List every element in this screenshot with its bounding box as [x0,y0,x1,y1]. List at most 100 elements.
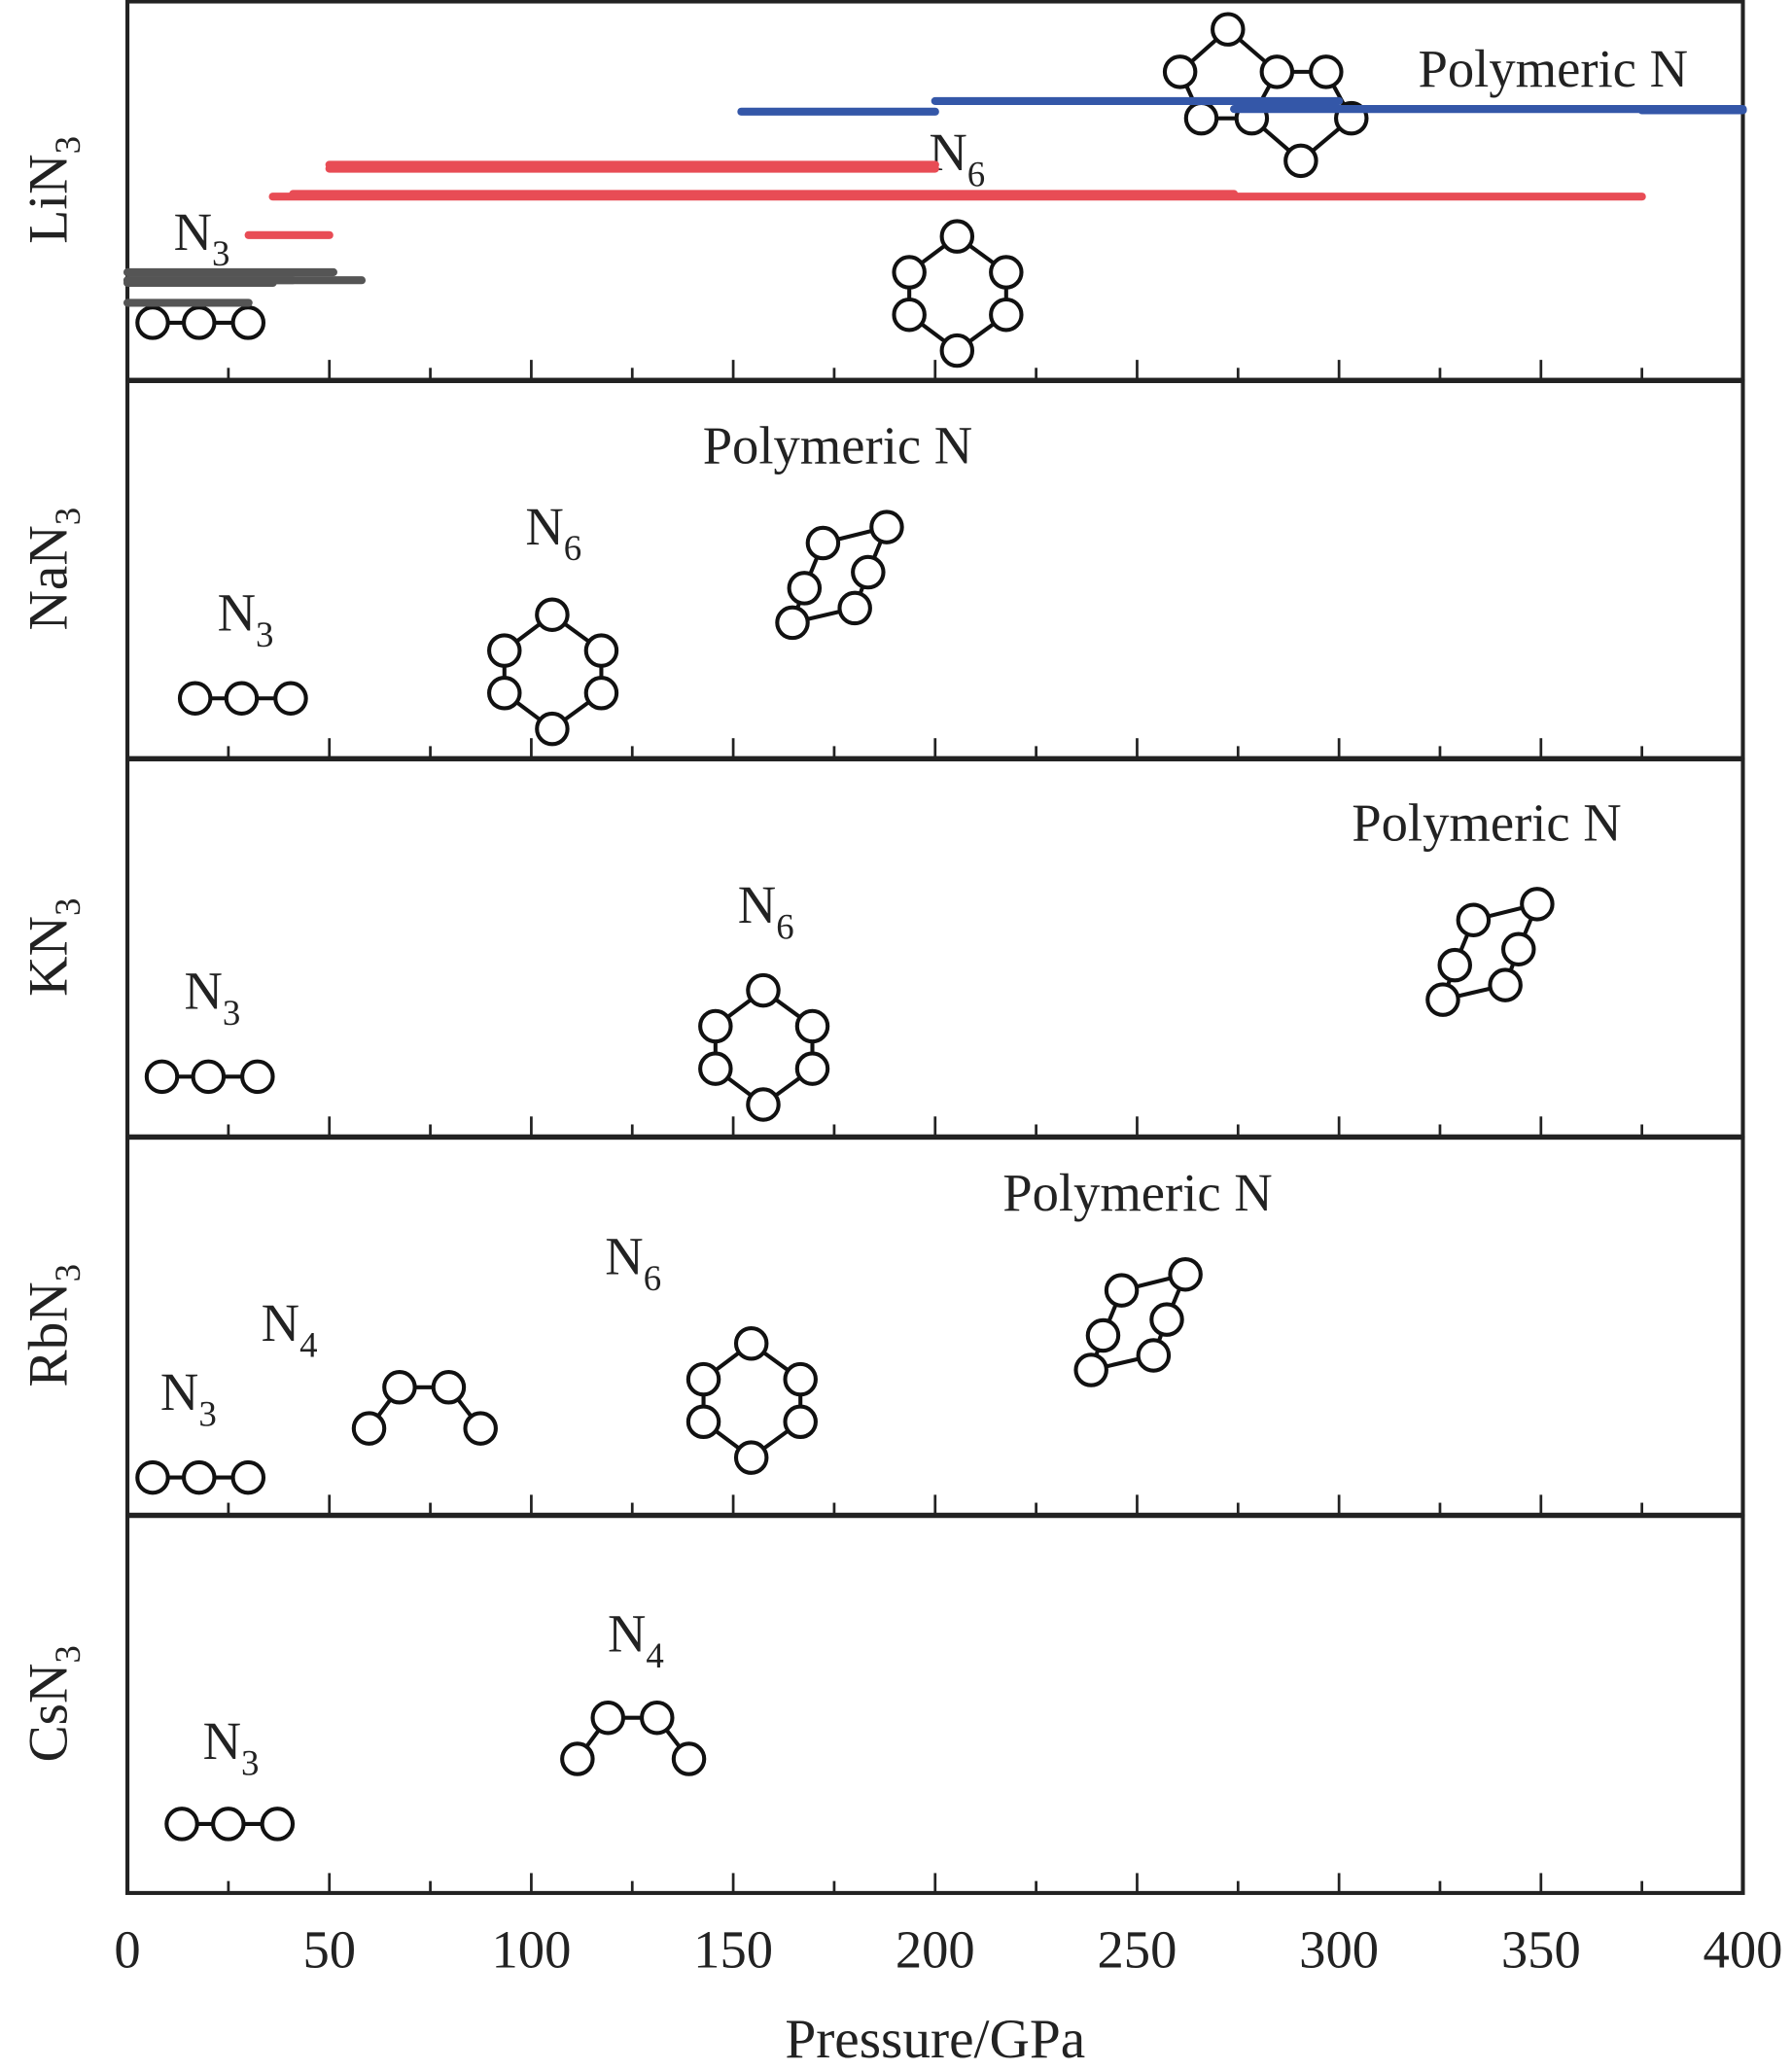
compound-label-RbN: RbN3 [18,1264,88,1387]
compound-name: CsN [18,1664,79,1763]
atom [775,605,810,641]
atom [240,1059,275,1095]
phase-label-subscript: 4 [646,1635,663,1675]
atom [535,711,570,747]
atom [560,1741,595,1776]
atom [685,1404,721,1440]
atom [583,633,619,668]
phase-label-subscript: 3 [241,1742,259,1782]
phase-label-text: Polymeric N [1002,1163,1272,1222]
phase-label: N4 [608,1603,664,1674]
atom [1501,931,1536,967]
atom [1073,1352,1108,1387]
phase-label-text: N [218,583,256,643]
atom [733,1440,769,1475]
atom [1211,12,1246,47]
ladder-molecule-icon [1425,887,1555,1017]
x-tick-label: 400 [1704,1919,1783,1979]
n6-molecule-icon [892,219,1024,369]
phase-label-text: N [160,1362,198,1422]
x-tick-label: 0 [114,1919,140,1979]
atom [1309,54,1344,89]
atom [989,297,1024,333]
atom [535,597,570,632]
ladder-molecule-icon [775,509,904,641]
atom [230,1459,266,1495]
atom [1136,1338,1172,1373]
atom [487,676,522,711]
atom [1425,982,1460,1017]
atom [463,1411,498,1446]
atom [1520,887,1555,922]
x-tick-label: 350 [1501,1919,1581,1979]
compound-name: RbN [18,1281,79,1387]
phase-label-text: N [174,202,212,262]
phase-label-text: N [738,875,776,934]
atom [1162,54,1198,89]
x-tick-label: 300 [1299,1919,1379,1979]
atom [382,1370,417,1405]
compound-label-CsN: CsN3 [18,1645,88,1762]
phase-label-subscript: 6 [564,528,581,568]
atom [746,1087,781,1122]
atom [182,1459,217,1495]
atom [431,1370,467,1405]
phase-label-text: Polymeric N [703,416,972,475]
panel-frame-3 [125,1136,1745,1517]
n3-molecule-icon [164,1807,296,1842]
phase-label-subscript: 4 [299,1324,317,1364]
atom [783,1361,818,1397]
atom [164,1807,199,1842]
atom [794,1008,830,1044]
phase-label: N6 [738,875,794,946]
phase-label-text: N [608,1603,646,1663]
atom [260,1807,296,1842]
atom [224,681,260,716]
phase-label: N3 [184,962,240,1033]
phase-label-subscript: 3 [212,233,229,273]
atom [351,1411,387,1446]
compound-subscript: 3 [48,1645,88,1663]
phase-label: N3 [174,202,230,273]
phase-label-text: N [605,1227,643,1286]
n3-molecule-icon [135,305,266,340]
atom [869,509,904,544]
compound-subscript: 3 [48,898,88,916]
atom [177,681,213,716]
phase-label: Polymeric N [1352,792,1621,852]
phase-label: N3 [203,1711,260,1782]
compound-subscript: 3 [48,508,88,525]
atom [182,305,217,340]
x-tick-label: 150 [693,1919,773,1979]
compound-subscript: 3 [48,136,88,154]
atom [939,333,975,369]
x-tick-label: 250 [1098,1919,1177,1979]
phase-label-subscript: 3 [223,993,240,1033]
atom [805,525,841,561]
compound-name: NaN [18,525,79,630]
ladder-molecule-icon [1073,1256,1203,1387]
atom [1104,1273,1140,1308]
phase-label-text: N [203,1711,241,1771]
phase-label-text: N [262,1293,299,1352]
phase-label-subscript: 6 [644,1258,661,1298]
atom [1437,947,1472,983]
phase-label: N3 [160,1362,217,1433]
atom [144,1059,180,1095]
n6-molecule-icon [685,1325,818,1475]
atom [794,1051,830,1086]
atom [211,1807,246,1842]
phase-label: Polymeric N [1002,1163,1272,1222]
atom [273,681,308,716]
compound-name: KN [18,916,79,997]
phase-label: N6 [929,123,985,193]
x-tick-label: 200 [896,1919,975,1979]
compound-name: LiN [18,154,79,243]
atom [685,1361,721,1397]
atom [1183,100,1219,136]
n4-molecule-icon [560,1700,707,1776]
atom [1259,54,1295,89]
atom [230,305,266,340]
phase-label-subscript: 6 [967,154,985,193]
atom [892,297,927,333]
